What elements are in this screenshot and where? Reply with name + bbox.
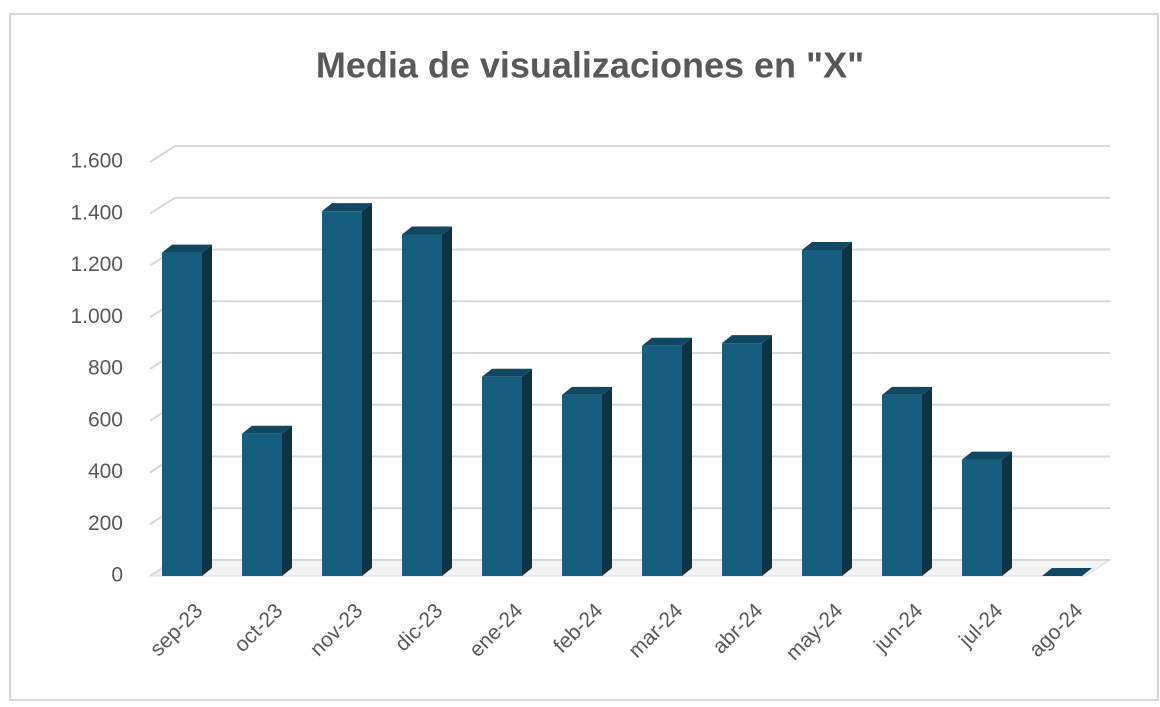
- bar-side: [442, 226, 452, 576]
- bar-front: [242, 433, 282, 576]
- bar-side: [282, 425, 292, 576]
- bar-front: [162, 252, 202, 576]
- bar-top: [1042, 568, 1092, 576]
- bar-top: [322, 203, 372, 212]
- bar: [562, 386, 612, 576]
- bar-top: [482, 368, 532, 377]
- bar: [402, 226, 452, 576]
- bar-front: [882, 394, 922, 576]
- bar-side: [1002, 451, 1012, 576]
- bar-side: [922, 386, 932, 576]
- bar: [802, 241, 852, 576]
- y-tick-label: 800: [88, 357, 123, 380]
- bar-side: [682, 337, 692, 576]
- bar-side: [842, 241, 852, 576]
- y-tick-label: 1.000: [70, 305, 123, 328]
- bar: [162, 244, 212, 576]
- bar: [242, 425, 292, 576]
- chart-title: Media de visualizaciones en "X": [316, 45, 864, 86]
- bar-front: [962, 459, 1002, 576]
- bar-front: [322, 211, 362, 576]
- y-tick-label: 400: [88, 460, 123, 483]
- bar-front: [802, 249, 842, 576]
- bar-top: [962, 451, 1012, 460]
- bar-front: [722, 343, 762, 576]
- y-tick-label: 1.200: [70, 253, 123, 276]
- bar-top: [802, 241, 852, 250]
- y-tick-label: 1.400: [70, 201, 123, 224]
- grid-line: [149, 145, 1110, 163]
- y-tick-label: 1.600: [70, 150, 123, 173]
- y-tick-label: 200: [88, 512, 123, 535]
- bar-front: [402, 234, 442, 576]
- bar-top: [402, 226, 452, 235]
- bar-front: [642, 345, 682, 576]
- bar: [962, 451, 1012, 576]
- bar-side: [762, 335, 772, 576]
- bar: [1042, 568, 1092, 576]
- bar-side: [202, 244, 212, 576]
- bar: [882, 386, 932, 576]
- bar-top: [562, 386, 612, 395]
- grid-line: [149, 196, 1110, 215]
- bar-side: [602, 386, 612, 576]
- bar-side: [362, 203, 372, 576]
- bar: [722, 335, 772, 576]
- y-tick-label: 0: [111, 564, 123, 587]
- bar: [322, 203, 372, 576]
- bar-front: [562, 394, 602, 576]
- bar-top: [162, 244, 212, 253]
- bar-top: [882, 386, 932, 395]
- bar: [482, 368, 532, 576]
- bar-top: [722, 335, 772, 344]
- bar-top: [642, 337, 692, 346]
- bar: [642, 337, 692, 576]
- bar-front: [482, 376, 522, 576]
- bar-side: [522, 368, 532, 576]
- bar-top: [242, 425, 292, 434]
- y-tick-label: 600: [88, 408, 123, 431]
